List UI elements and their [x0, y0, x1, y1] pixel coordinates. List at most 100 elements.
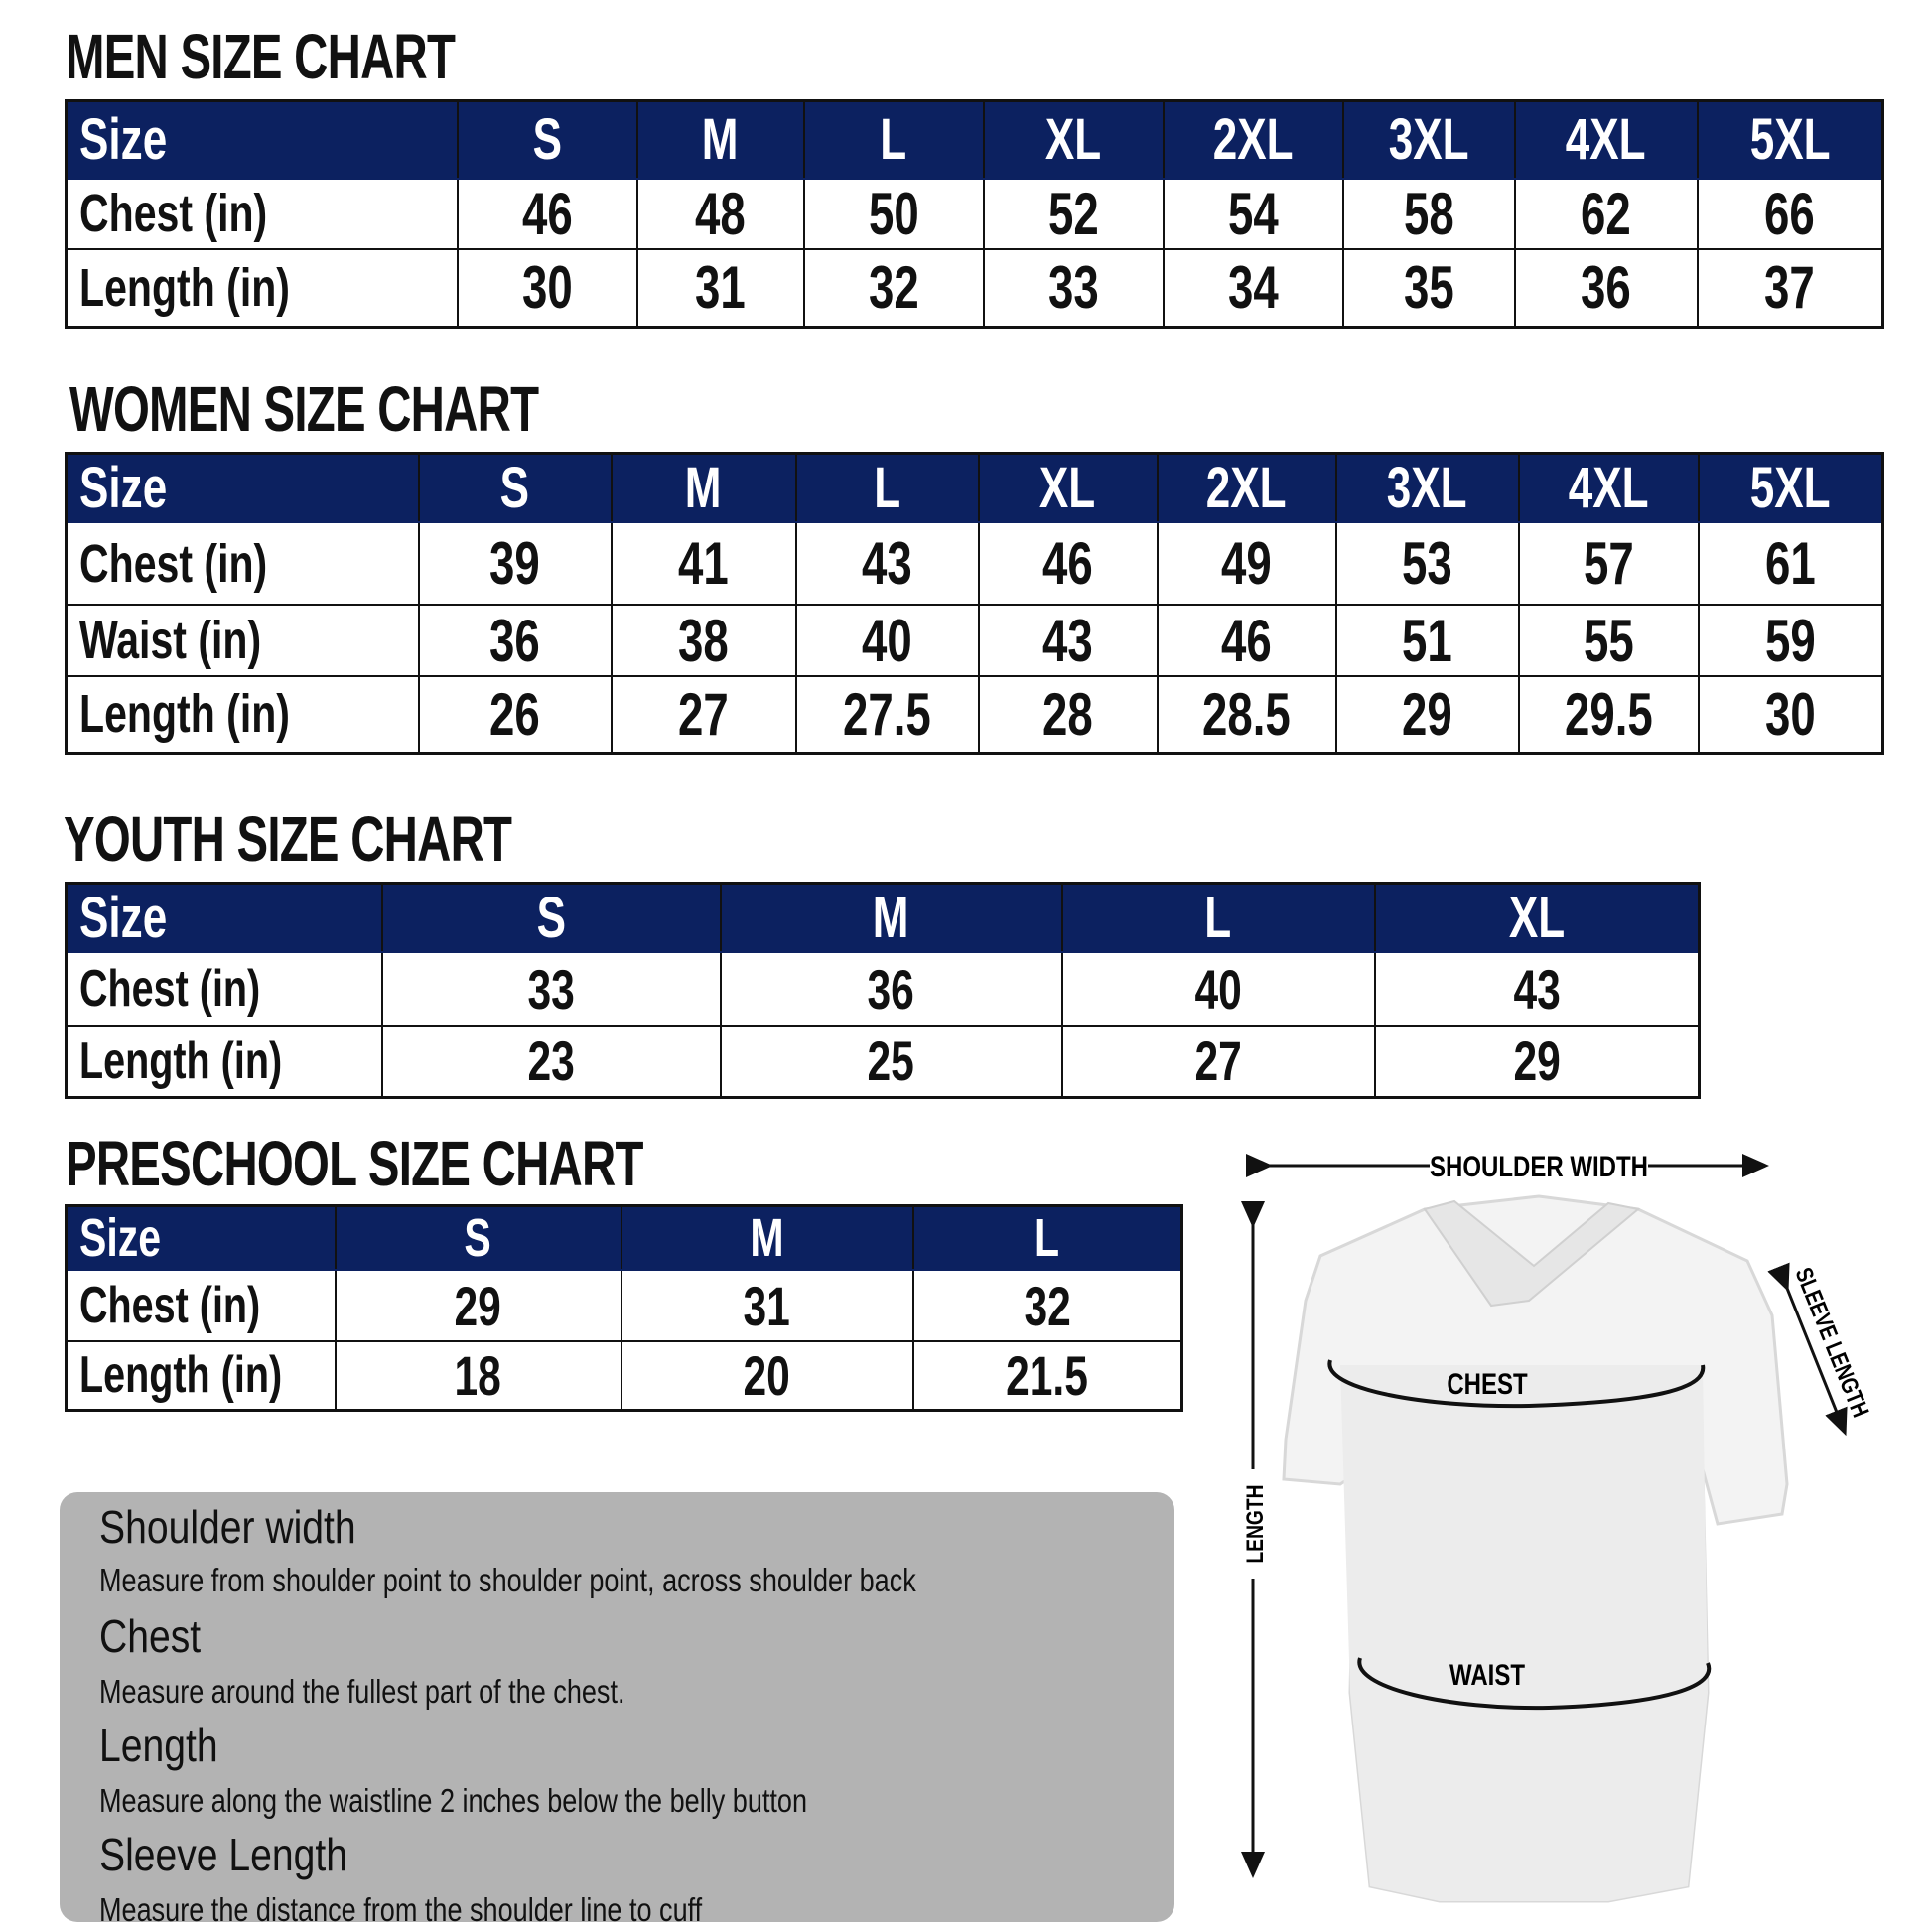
preschool-chart-title: PRESCHOOL SIZE CHART — [66, 1128, 643, 1199]
header-size-cell: M — [620, 1204, 914, 1271]
table-row: Chest (in) 29 31 32 — [65, 1269, 1183, 1342]
value-cell: 43 — [794, 521, 980, 606]
header-size-cell: M — [635, 99, 805, 180]
table-row: Length (in) 18 20 21.5 — [65, 1340, 1183, 1411]
value-cell: 40 — [794, 604, 980, 677]
header-size-cell: S — [417, 452, 613, 523]
value-cell: 38 — [610, 604, 797, 677]
value-cell: 31 — [635, 247, 805, 329]
waist-label: WAIST — [1449, 1657, 1525, 1691]
header-size-cell: L — [1060, 882, 1376, 953]
value-cell: 54 — [1162, 177, 1344, 250]
guide-text: Measure from shoulder point to shoulder … — [99, 1562, 916, 1598]
value-cell: 48 — [635, 177, 805, 250]
header-size-cell: XL — [977, 452, 1159, 523]
value-cell: 35 — [1341, 247, 1516, 329]
header-size-cell: 5XL — [1697, 452, 1884, 523]
header-size-cell: S — [334, 1204, 622, 1271]
table-row: Chest (in) 33 36 40 43 — [65, 951, 1701, 1027]
sleeve-length-label: SLEEVE LENGTH — [1790, 1264, 1875, 1422]
value-cell: 27 — [610, 675, 797, 754]
value-cell: 58 — [1341, 177, 1516, 250]
header-size-cell: S — [456, 99, 638, 180]
value-cell: 62 — [1513, 177, 1699, 250]
value-cell: 46 — [456, 177, 638, 250]
value-cell: 31 — [620, 1269, 914, 1342]
table-header-row: Size S M L XL 2XL 3XL 4XL 5XL — [65, 99, 1884, 180]
row-label: Length (in) — [65, 675, 420, 754]
table-header-row: Size S M L — [65, 1204, 1183, 1271]
guide-text: Measure the distance from the shoulder l… — [99, 1891, 703, 1928]
table-row: Chest (in) 39 41 43 46 49 53 57 61 — [65, 521, 1884, 606]
header-size-label: Size — [65, 452, 420, 523]
header-size-cell: XL — [982, 99, 1165, 180]
header-size-cell: 4XL — [1513, 99, 1699, 180]
value-cell: 53 — [1334, 521, 1520, 606]
women-size-table: Size S M L XL 2XL 3XL 4XL 5XL Chest (in) 39 41 43 46 4… — [65, 452, 1884, 755]
header-size-cell: 2XL — [1156, 452, 1337, 523]
header-size-cell: M — [719, 882, 1063, 953]
value-cell: 29 — [334, 1269, 622, 1342]
row-label: Chest (in) — [65, 1269, 337, 1342]
header-size-cell: S — [380, 882, 722, 953]
value-cell: 32 — [911, 1269, 1183, 1342]
row-label: Chest (in) — [65, 521, 420, 606]
men-chart-title: MEN SIZE CHART — [66, 21, 456, 92]
value-cell: 40 — [1060, 951, 1376, 1027]
value-cell: 41 — [610, 521, 797, 606]
value-cell: 34 — [1162, 247, 1344, 329]
value-cell: 51 — [1334, 604, 1520, 677]
value-cell: 30 — [456, 247, 638, 329]
value-cell: 33 — [982, 247, 1165, 329]
guide-text: Measure around the fullest part of the c… — [99, 1673, 625, 1710]
value-cell: 52 — [982, 177, 1165, 250]
table-header-row: Size S M L XL 2XL 3XL 4XL 5XL — [65, 452, 1884, 523]
row-label: Length (in) — [65, 1340, 337, 1411]
header-size-label: Size — [65, 1204, 337, 1271]
value-cell: 37 — [1696, 247, 1884, 329]
value-cell: 20 — [620, 1340, 914, 1411]
value-cell: 28.5 — [1156, 675, 1337, 754]
youth-chart-title: YOUTH SIZE CHART — [64, 803, 512, 875]
value-cell: 27 — [1060, 1025, 1376, 1098]
value-cell: 21.5 — [911, 1340, 1183, 1411]
jersey-diagram: SHOULDER WIDTH LENGTH SLEEVE LENGTH CHES… — [1241, 1149, 1875, 1903]
jersey-shape — [1282, 1194, 1789, 1903]
value-cell: 57 — [1517, 521, 1700, 606]
sleeve-length-arrow — [1767, 1262, 1848, 1437]
youth-size-table: Size S M L XL Chest (in) 33 36 40 43 Length (in) 23… — [65, 882, 1701, 1099]
header-size-cell: L — [794, 452, 980, 523]
chest-label: CHEST — [1447, 1366, 1528, 1400]
header-size-cell: 3XL — [1334, 452, 1520, 523]
table-row: Length (in) 30 31 32 33 34 35 36 37 — [65, 247, 1884, 329]
table-row: Length (in) 23 25 27 29 — [65, 1025, 1701, 1098]
value-cell: 36 — [719, 951, 1063, 1027]
value-cell: 29.5 — [1517, 675, 1700, 754]
value-cell: 27.5 — [794, 675, 980, 754]
value-cell: 18 — [334, 1340, 622, 1411]
table-row: Waist (in) 36 38 40 43 46 51 55 59 — [65, 604, 1884, 677]
measurement-guide: Shoulder width Measure from shoulder poi… — [60, 1492, 1174, 1928]
value-cell: 59 — [1697, 604, 1884, 677]
length-label: LENGTH — [1241, 1485, 1269, 1564]
guide-heading: Sleeve Length — [99, 1829, 348, 1880]
header-size-cell: 5XL — [1696, 99, 1884, 180]
value-cell: 50 — [802, 177, 985, 250]
header-size-label: Size — [65, 99, 459, 180]
table-row: Chest (in) 46 48 50 52 54 58 62 66 — [65, 177, 1884, 250]
waist-line — [1357, 1657, 1712, 1711]
row-label: Chest (in) — [65, 951, 383, 1027]
value-cell: 26 — [417, 675, 613, 754]
guide-text: Measure along the waistline 2 inches bel… — [99, 1782, 808, 1819]
table-header-row: Size S M L XL — [65, 882, 1701, 953]
guide-heading: Length — [99, 1720, 218, 1771]
row-label: Waist (in) — [65, 604, 420, 677]
value-cell: 66 — [1696, 177, 1884, 250]
value-cell: 29 — [1334, 675, 1520, 754]
table-row: Length (in) 26 27 27.5 28 28.5 29 29.5 30 — [65, 675, 1884, 754]
value-cell: 29 — [1373, 1025, 1701, 1098]
value-cell: 43 — [1373, 951, 1701, 1027]
value-cell: 61 — [1697, 521, 1884, 606]
value-cell: 36 — [417, 604, 613, 677]
preschool-size-table: Size S M L Chest (in) 29 31 32 Length (in) 18 20 21… — [65, 1204, 1183, 1412]
